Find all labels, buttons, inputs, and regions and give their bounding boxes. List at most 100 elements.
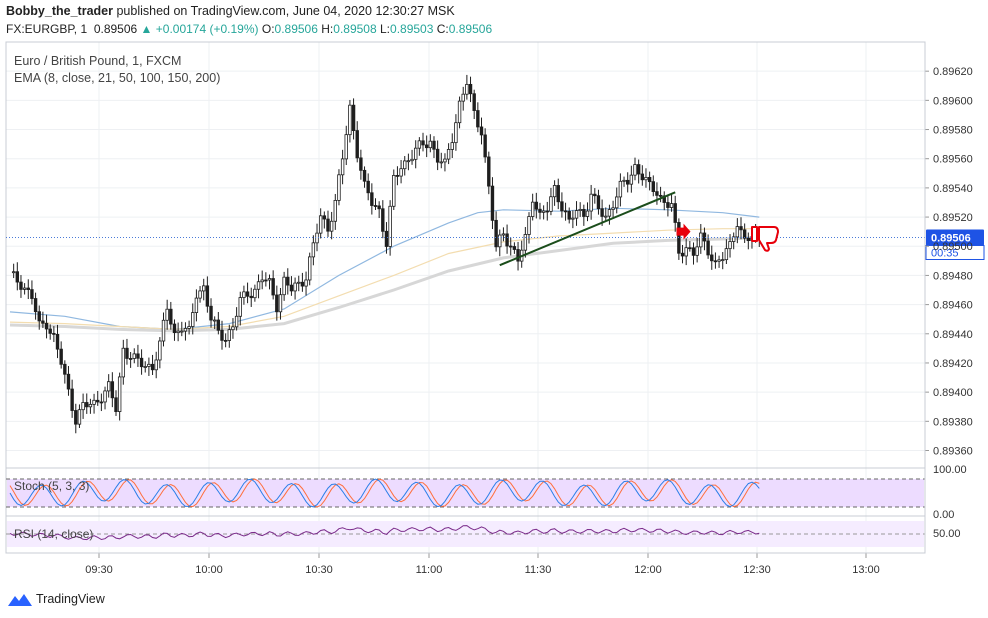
candle-down [351, 104, 356, 131]
open-value: 0.89506 [274, 22, 318, 36]
ema-legend: EMA (8, close, 21, 50, 100, 150, 200) [14, 71, 220, 85]
ema-line-3 [9, 236, 760, 333]
candle-up [212, 319, 217, 322]
candle-up [329, 220, 334, 232]
candle-down [275, 294, 279, 313]
price-tick-label: 0.89520 [933, 212, 973, 224]
candle-down [483, 134, 487, 158]
candle-up [318, 215, 323, 234]
candle-down [66, 373, 71, 390]
candle-up [117, 376, 122, 412]
low-value: 0.89503 [390, 22, 434, 36]
candle-up [717, 259, 721, 262]
ema-line-1 [9, 207, 760, 331]
stoch-pane: 100.00 0.00 [6, 464, 967, 521]
rsi-legend: RSI (14, close) [14, 527, 93, 541]
trendline [499, 191, 676, 267]
candle-up [392, 175, 396, 207]
candle-down [55, 333, 60, 350]
candle-down [651, 181, 655, 193]
candle-up [81, 402, 85, 411]
price-tick-label: 0.89460 [933, 300, 973, 312]
candle-down [435, 148, 440, 163]
candle-down [300, 281, 305, 287]
candle-down [582, 208, 586, 217]
candle-up [735, 226, 740, 238]
candle-down [15, 271, 20, 283]
candle-up [260, 279, 264, 283]
candle-down [384, 230, 389, 247]
candle-down [534, 201, 539, 210]
price-badge [926, 229, 984, 246]
candle-up [695, 246, 699, 256]
candle-up [340, 158, 345, 176]
candle-up [724, 248, 729, 261]
candle-up [403, 160, 407, 170]
candle-up [721, 259, 725, 262]
candle-up [11, 271, 16, 274]
candle-down [567, 210, 571, 220]
candles [11, 74, 761, 434]
stoch-legend: Stoch (5, 3, 3) [14, 479, 89, 493]
candle-up [457, 100, 462, 124]
candle-down [139, 357, 144, 368]
candle-up [231, 326, 235, 331]
price-tick-label: 0.89440 [933, 329, 973, 341]
rsi-line [9, 525, 760, 541]
candle-up [165, 308, 169, 321]
candle-up [348, 104, 352, 136]
candle-down [509, 245, 513, 248]
candle-up [731, 236, 736, 242]
candle-up [183, 328, 188, 332]
candle-down [560, 201, 564, 212]
candle-down [52, 332, 56, 335]
candle-down [48, 328, 52, 334]
candle-down [110, 381, 115, 399]
candle-down [472, 93, 476, 111]
stoch-level-0: 0.00 [933, 509, 954, 521]
candle-down [691, 247, 696, 256]
candle-down [395, 175, 400, 177]
time-tick-label: 11:30 [525, 564, 552, 576]
stoch-level-100: 100.00 [933, 464, 967, 476]
candle-down [655, 191, 659, 196]
high-value: 0.89508 [333, 22, 377, 36]
candle-up [22, 287, 27, 290]
candle-up [410, 158, 414, 162]
time-axis: 09:30 10:00 10:30 11:00 11:30 12:00 12:30 13:00 [6, 552, 925, 576]
candle-down [355, 130, 359, 159]
chart-grid [6, 42, 925, 553]
candle-down [114, 397, 118, 412]
candle-up [282, 276, 286, 296]
candle-up [549, 196, 553, 212]
author-name[interactable]: Bobby_the_trader [6, 4, 113, 18]
candle-down [476, 110, 480, 128]
price-tick-label: 0.89560 [933, 154, 973, 166]
candle-up [578, 208, 582, 211]
candle-down [688, 247, 692, 250]
candle-down [545, 210, 549, 213]
candle-down [625, 179, 630, 185]
footer-brand[interactable]: TradingView [8, 592, 105, 606]
candle-down [59, 348, 63, 365]
ema-line-2 [9, 228, 760, 331]
candle-up [428, 140, 433, 149]
instrument-legend: Euro / British Pound, 1, FXCM [14, 54, 181, 68]
candle-up [344, 134, 348, 160]
candle-up [450, 142, 454, 150]
candle-down [556, 185, 560, 203]
candle-up [333, 199, 337, 222]
stoch-d-line [9, 478, 760, 508]
candle-up [297, 281, 301, 284]
candle-up [669, 203, 674, 208]
candle-up [161, 319, 166, 342]
price-tick-label: 0.89580 [933, 125, 973, 137]
price-tick-label: 0.89420 [933, 358, 973, 370]
candle-up [443, 158, 447, 163]
candle-down [326, 218, 330, 232]
candle-up [337, 174, 341, 201]
candle-up [454, 122, 458, 144]
candle-up [103, 390, 107, 403]
candle-up [574, 210, 579, 219]
